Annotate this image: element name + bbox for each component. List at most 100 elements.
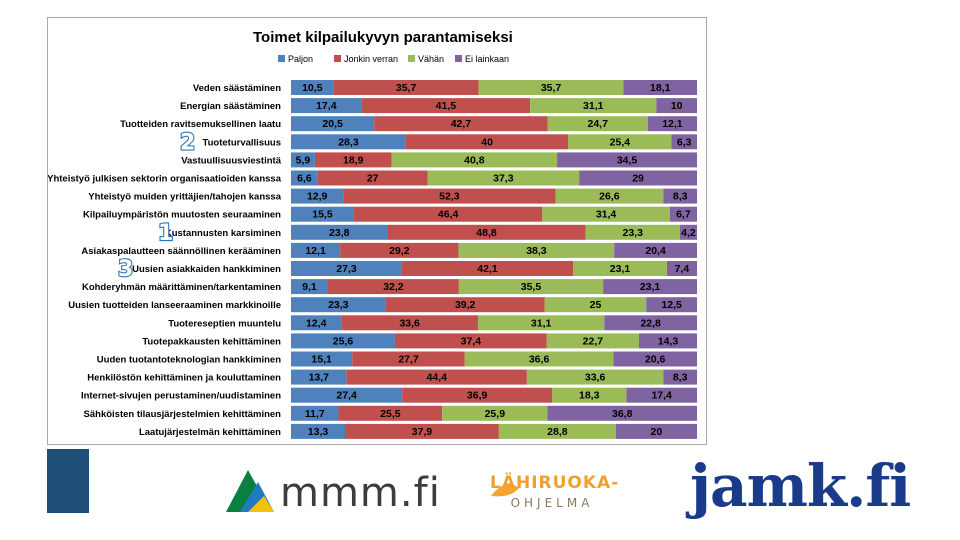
data-label: 33,6: [399, 317, 420, 329]
data-label: 6,7: [676, 209, 691, 221]
data-label: 27,3: [336, 263, 357, 275]
data-label: 31,1: [583, 100, 604, 112]
bar-segment: [291, 134, 406, 150]
bar-segment: [291, 170, 318, 186]
category-label: Uusien tuotteiden lanseeraaminen markkin…: [68, 300, 281, 311]
bar-segment: [327, 279, 459, 295]
bar-segment: [391, 152, 558, 168]
decorative-blue-block: [47, 449, 89, 513]
data-label: 40: [481, 136, 493, 148]
data-label: 7,4: [675, 263, 690, 275]
data-label: 17,4: [651, 390, 672, 402]
data-label: 23,8: [329, 227, 350, 239]
data-label: 36,9: [467, 390, 488, 402]
bar-segment: [669, 206, 697, 222]
data-label: 18,3: [579, 390, 600, 402]
bar-segment: [613, 351, 697, 367]
category-label: Kohderyhmän määrittäminen/tarkentaminen: [82, 282, 281, 293]
rank-annotation: 2: [180, 130, 195, 155]
data-label: 25,9: [485, 408, 506, 420]
data-label: 40,8: [464, 154, 485, 166]
data-label: 17,4: [316, 100, 337, 112]
bar-segment: [344, 423, 499, 439]
legend-swatch: [455, 55, 462, 62]
bar-segment: [573, 261, 667, 276]
jamk-logo: jamk.fi: [690, 452, 911, 520]
data-label: 13,3: [308, 426, 329, 438]
category-label: Tuotepakkausten kehittäminen: [142, 336, 281, 347]
bar-segment: [291, 423, 345, 439]
bar-segment: [585, 224, 680, 240]
stacked-bar-chart: Toimet kilpailukyvyn parantamiseksi Paljo…: [48, 29, 697, 439]
data-label: 27,7: [398, 354, 419, 366]
bar-segment: [343, 188, 556, 204]
bar-segment: [623, 80, 697, 95]
data-label: 13,7: [309, 372, 330, 384]
bar-segment: [341, 315, 478, 331]
data-label: 15,1: [311, 354, 332, 366]
data-label: 25: [590, 299, 602, 311]
category-label: Kustannusten karsiminen: [165, 228, 281, 239]
bar-segment: [546, 333, 639, 349]
bar-segment: [291, 242, 341, 258]
data-label: 10: [671, 100, 683, 112]
bar-segment: [679, 224, 697, 240]
bar-segment: [663, 369, 697, 385]
data-label: 35,7: [541, 82, 562, 94]
data-label: 38,3: [526, 245, 547, 257]
mmm-logo-icon: [226, 470, 274, 512]
legend-label: Paljon: [288, 54, 313, 64]
data-label: 4,2: [681, 227, 696, 239]
data-label: 33,6: [585, 372, 606, 384]
category-label: Henkilöstön kehittäminen ja kouluttamine…: [87, 373, 281, 384]
data-label: 25,4: [610, 136, 631, 148]
data-label: 12,1: [305, 245, 326, 257]
data-label: 22,7: [583, 335, 604, 347]
data-label: 12,4: [306, 317, 327, 329]
legend-swatch: [334, 55, 341, 62]
bar-segment: [544, 297, 647, 313]
bar-segment: [547, 405, 697, 421]
data-label: 42,1: [477, 263, 498, 275]
category-label: Internet-sivujen perustaminen/uudistamin…: [81, 391, 281, 402]
data-label: 22,8: [640, 317, 661, 329]
data-label: 11,7: [305, 408, 325, 420]
bar-segment: [464, 351, 614, 367]
bar-segment: [458, 242, 615, 258]
bar-segment: [291, 224, 388, 240]
bar-segment: [291, 315, 342, 331]
category-label: Yhteistyö julkisen sektorin organisaatio…: [48, 174, 282, 185]
lahiruoka-logo-top: LÄHIRUOKA-: [490, 473, 620, 493]
bar-segment: [614, 242, 697, 258]
data-label: 24,7: [588, 118, 609, 130]
lahiruoka-logo-bottom: OHJELMA: [510, 496, 594, 510]
bar-segment: [340, 242, 459, 258]
bar-segment: [352, 351, 465, 367]
bar-segment: [314, 152, 392, 168]
data-label: 18,9: [343, 154, 364, 166]
chart-title: Toimet kilpailukyvyn parantamiseksi: [253, 29, 513, 46]
bar-segment: [427, 170, 580, 186]
data-label: 37,9: [412, 426, 433, 438]
bar-segment: [291, 80, 334, 95]
data-label: 42,7: [451, 118, 472, 130]
data-label: 31,1: [531, 317, 552, 329]
data-label: 27,4: [336, 390, 357, 402]
data-label: 20,5: [322, 118, 343, 130]
bar-segment: [291, 333, 395, 349]
bar-segment: [291, 206, 354, 222]
bar-segment: [291, 297, 386, 313]
bar-segment: [374, 116, 548, 132]
bar-segment: [402, 387, 553, 403]
bar-segment: [477, 315, 605, 331]
data-label: 48,8: [476, 227, 497, 239]
bar-segment: [626, 387, 697, 403]
bar-segment: [579, 170, 697, 186]
legend-label: Vähän: [418, 54, 444, 64]
data-label: 6,6: [297, 173, 312, 185]
bar-segment: [663, 188, 697, 204]
bar-segment: [542, 206, 670, 222]
data-label: 39,2: [455, 299, 476, 311]
bar-segment: [387, 224, 586, 240]
legend-swatch: [408, 55, 415, 62]
